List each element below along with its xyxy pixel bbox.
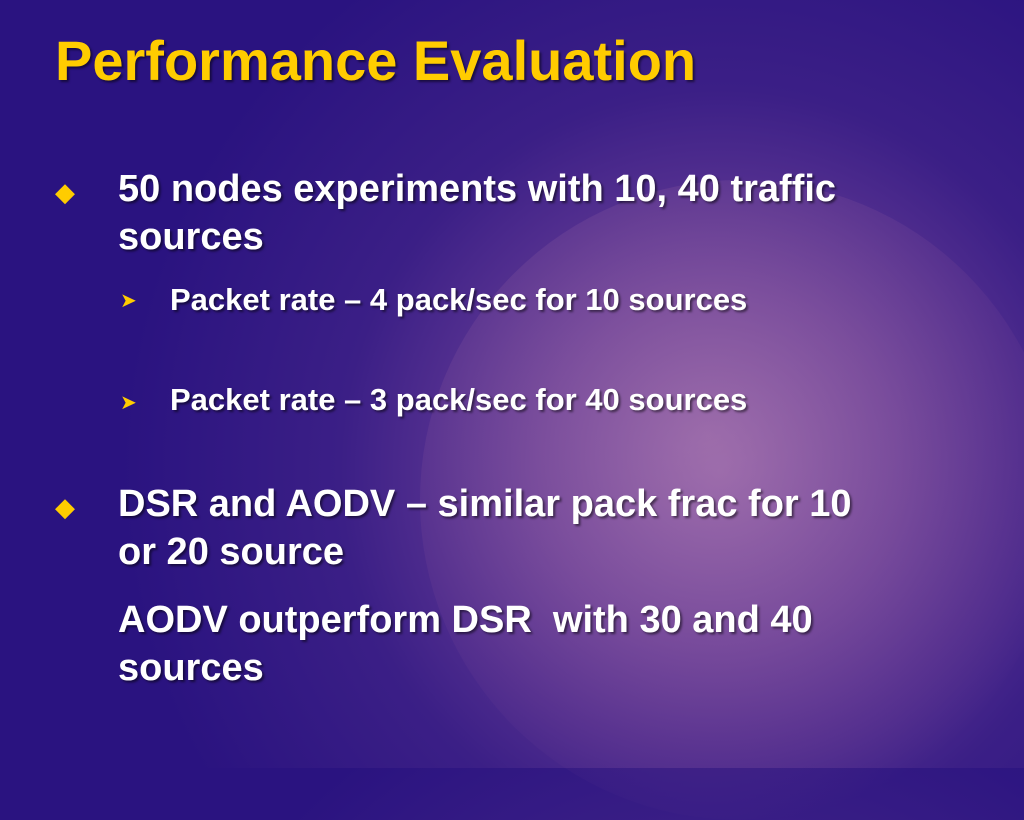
slide-title: Performance Evaluation [55,29,697,92]
bullet-icon: ◆ [55,177,75,207]
bullet-icon: ◆ [55,492,75,522]
sub-bullet-icon: ➤ [120,392,137,414]
bullet-text: DSR and AODV – similar pack frac for 10 … [118,483,863,573]
sub-bullet-icon: ➤ [120,290,137,312]
globe-background [420,180,1024,820]
bullet-continuation: AODV outperform DSR with 30 and 40 sourc… [118,599,824,689]
sub-bullet-text: Packet rate – 4 pack/sec for 10 sources [170,282,748,317]
bullet-text: 50 nodes experiments with 10, 40 traffic… [118,168,847,258]
sub-bullet-text: Packet rate – 3 pack/sec for 40 sources [170,382,748,417]
